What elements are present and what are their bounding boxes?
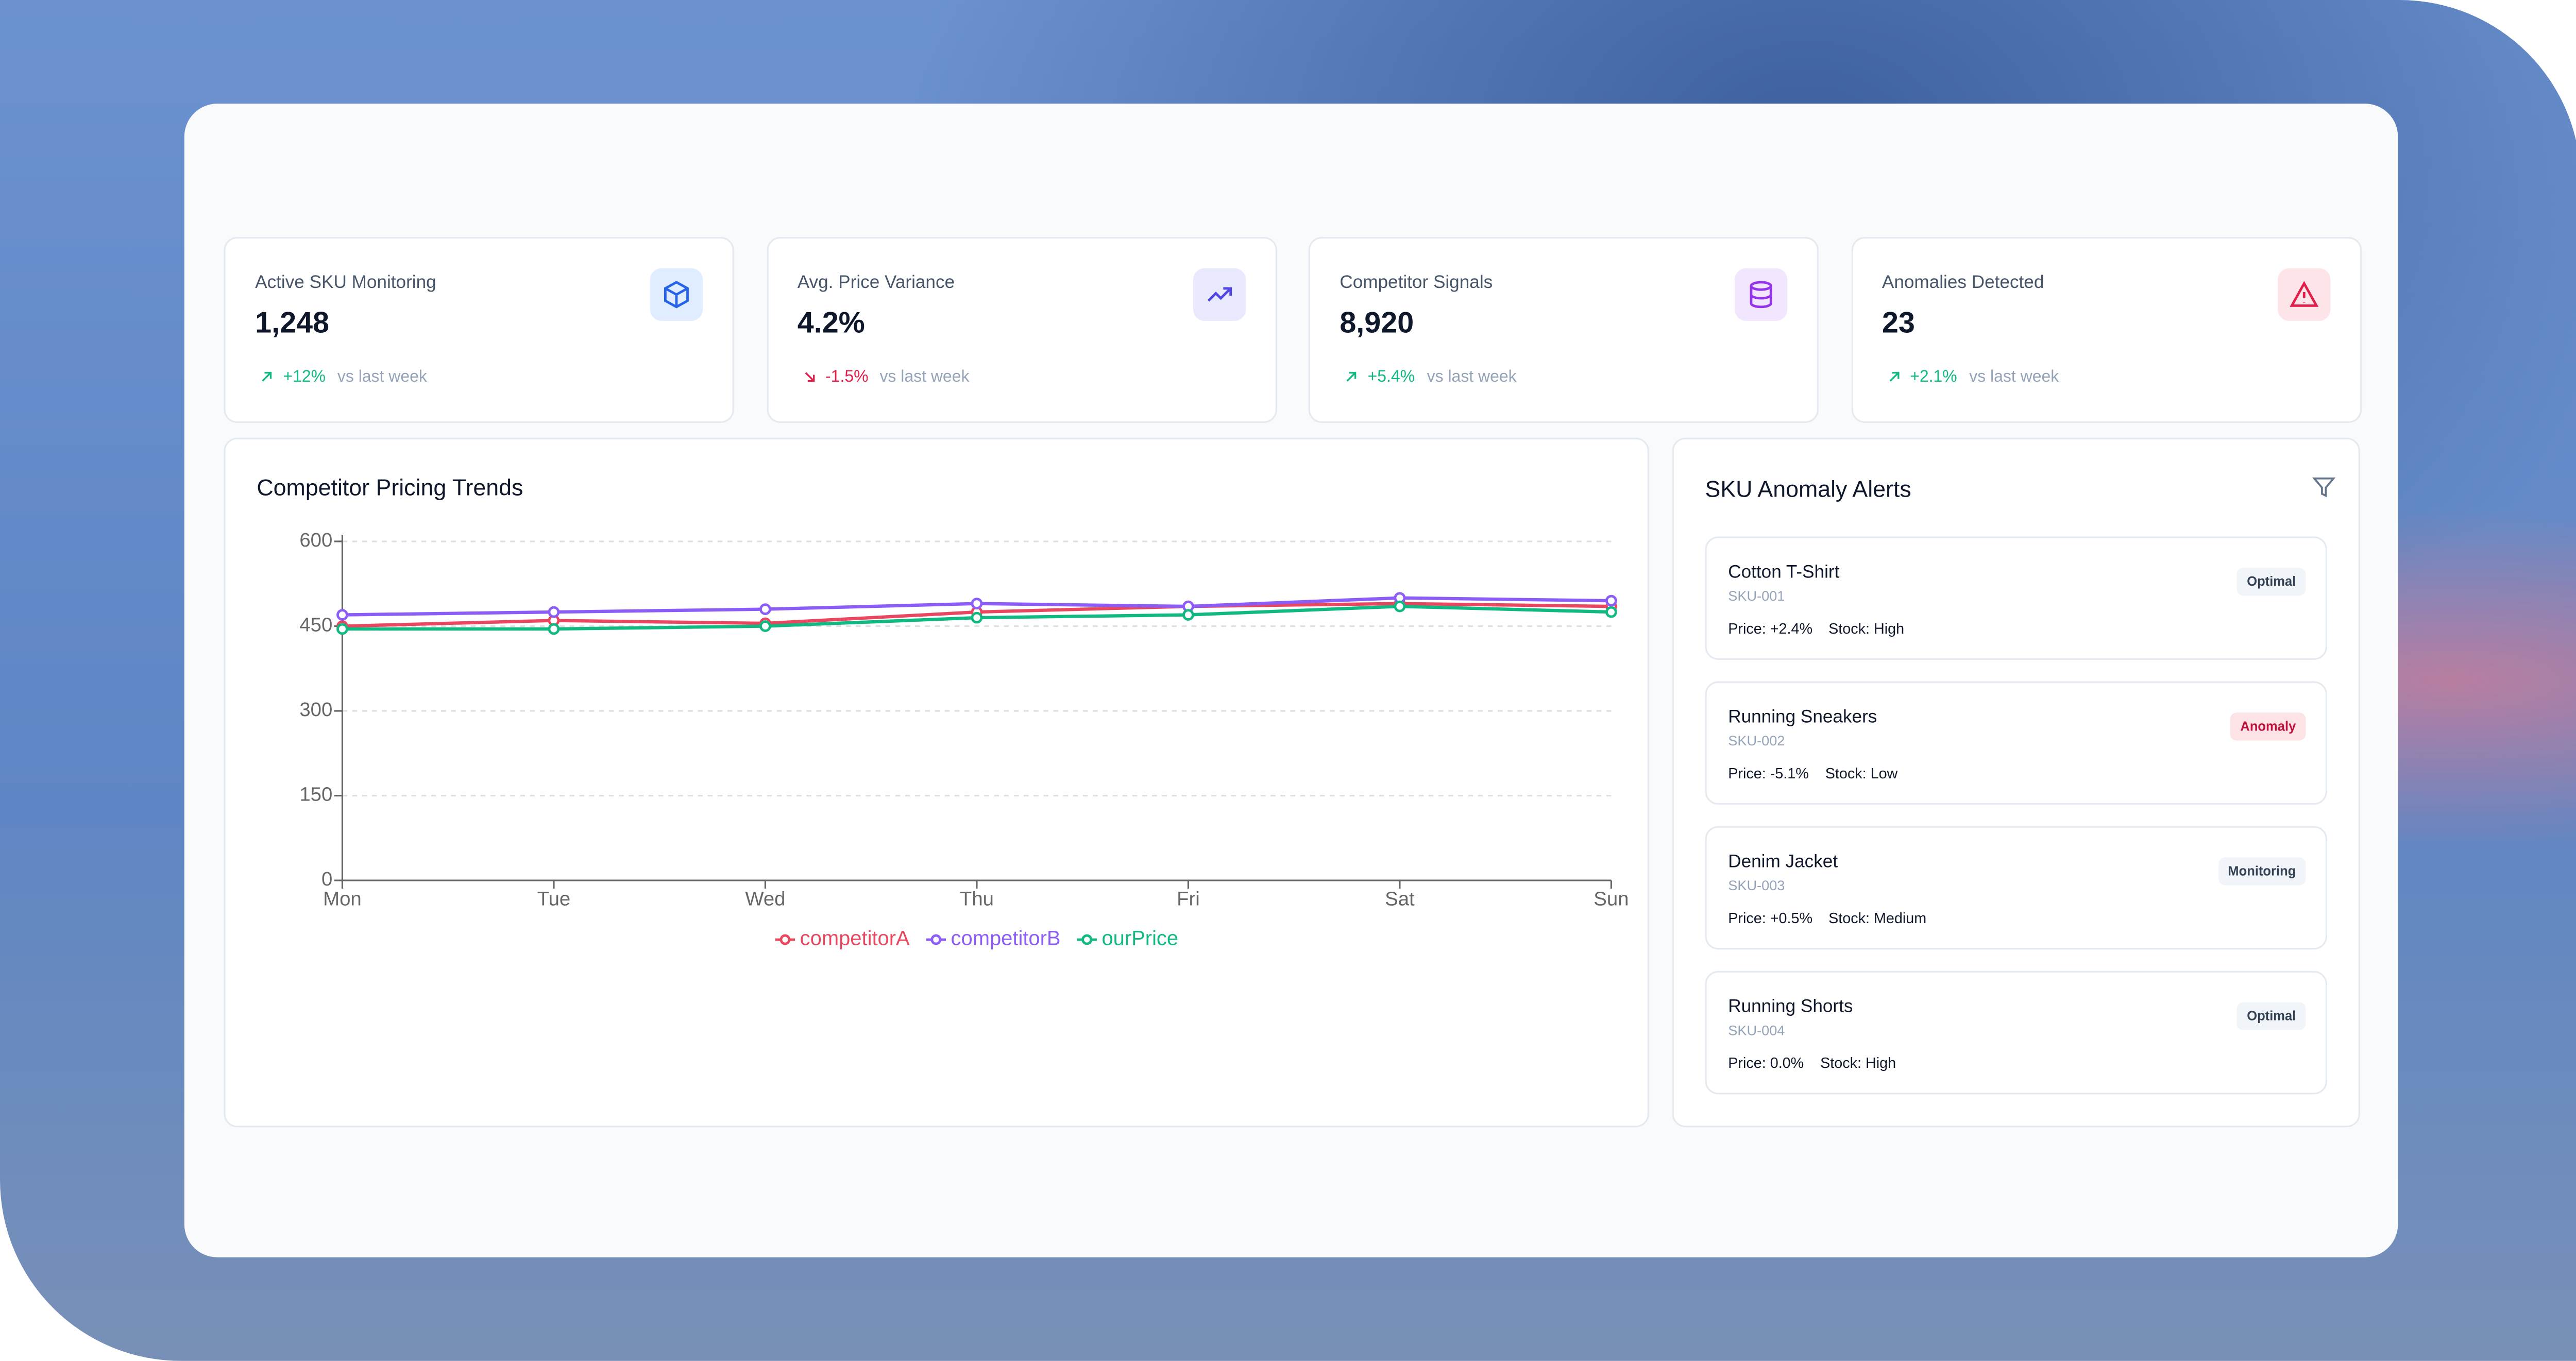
status-badge: Anomaly (2230, 712, 2306, 741)
icon (1207, 287, 1231, 302)
status-badge: Optimal (2237, 1002, 2306, 1030)
icon (1750, 281, 1772, 309)
alert-item[interactable]: Denim Jacket SKU-003 Price: +0.5% Stock: Me… (1705, 826, 2328, 950)
kpi-label: Active SKU Monitoring (255, 273, 436, 293)
kpi-card: Competitor Signals 8,920 +5.4% vs last week (1308, 237, 1819, 423)
alert-sku: SKU-002 (1728, 732, 1785, 749)
legend-label: ourPrice (1101, 927, 1178, 950)
icon (2289, 281, 2318, 307)
kpi-change: +5.4% (1367, 368, 1415, 387)
trend-arrow (1346, 371, 1357, 382)
alert-sku: SKU-004 (1728, 1022, 1785, 1039)
kpi-comparison: vs last week (879, 368, 970, 387)
point (971, 611, 983, 624)
point (759, 603, 771, 615)
kpi-change: +12% (283, 368, 326, 387)
alert-name: Cotton T-Shirt (1728, 563, 1840, 583)
point (1182, 609, 1194, 621)
kpi-icon (1192, 268, 1245, 321)
chart-title: Competitor Pricing Trends (257, 474, 523, 501)
alert-price: Price: -5.1% (1728, 765, 1809, 782)
x-tick-label: Mon (323, 888, 362, 910)
alert-price: Price: +2.4% (1728, 620, 1813, 637)
alert-stock: Stock: High (1820, 1054, 1896, 1071)
alert-item[interactable]: Running Shorts SKU-004 Price: 0.0% Stock: H… (1705, 971, 2328, 1095)
kpi-label: Avg. Price Variance (797, 273, 955, 293)
point (548, 606, 560, 618)
alerts-title: SKU Anomaly Alerts (1705, 475, 1911, 502)
alert-stock: Stock: High (1828, 620, 1905, 637)
point (336, 609, 348, 621)
alert-sku: SKU-001 (1728, 587, 1785, 604)
x-tick-label: Fri (1177, 888, 1200, 910)
x-tick-label: Sat (1385, 888, 1415, 910)
trend-arrow (262, 371, 272, 382)
chart-panel: Competitor Pricing Trends 0 150 300 450 600 M… (224, 437, 1649, 1128)
legend-label: competitorA (800, 927, 910, 950)
filter-icon[interactable] (2312, 475, 2335, 499)
legend-swatch-point (930, 934, 942, 945)
kpi-value: 8,920 (1340, 306, 1414, 339)
kpi-comparison: vs last week (1427, 368, 1517, 387)
trend-arrow (804, 372, 814, 382)
y-tick-label: 0 (321, 868, 332, 890)
alert-item[interactable]: Cotton T-Shirt SKU-001 Price: +2.4% Stock: … (1705, 536, 2328, 660)
kpi-value: 1,248 (255, 306, 330, 339)
kpi-icon (650, 268, 703, 321)
y-tick-label: 150 (299, 784, 332, 806)
kpi-card: Active SKU Monitoring 1,248 +12% vs last we… (224, 237, 734, 423)
kpi-card: Anomalies Detected 23 +2.1% vs last week (1851, 237, 2361, 423)
alert-name: Running Sneakers (1728, 707, 1877, 727)
status-badge: Optimal (2237, 568, 2306, 596)
trend-arrow (1889, 371, 1899, 382)
point (1605, 594, 1617, 607)
kpi-comparison: vs last week (1969, 368, 2059, 387)
kpi-comparison: vs last week (337, 368, 427, 387)
point (1394, 600, 1406, 613)
alert-price: Price: +0.5% (1728, 910, 1813, 927)
icon (664, 281, 689, 309)
alert-sku: SKU-003 (1728, 877, 1785, 894)
x-tick-label: Wed (745, 888, 785, 910)
alert-item[interactable]: Running Sneakers SKU-002 Price: -5.1% Stock… (1705, 681, 2328, 805)
kpi-icon (1735, 268, 1788, 321)
status-badge: Monitoring (2218, 857, 2306, 886)
y-tick-label: 600 (299, 529, 332, 551)
kpi-icon (2277, 268, 2330, 321)
alert-price: Price: 0.0% (1728, 1054, 1804, 1071)
kpi-card: Avg. Price Variance 4.2% -1.5% vs last week (766, 237, 1277, 423)
legend-label: competitorB (951, 927, 1061, 950)
legend-swatch-point (779, 934, 791, 945)
y-tick-label: 450 (299, 614, 332, 636)
x-tick-label: Tue (537, 888, 571, 910)
alerts-panel: SKU Anomaly Alerts Cotton T-Shirt SKU-001… (1672, 437, 2360, 1128)
kpi-label: Competitor Signals (1340, 273, 1493, 293)
legend: competitorA competitorB ourPrice (775, 927, 1178, 950)
point (1605, 606, 1617, 618)
point (759, 620, 771, 632)
kpi-change: -1.5% (825, 368, 869, 387)
kpi-label: Anomalies Detected (1882, 273, 2044, 293)
y-tick-label: 300 (299, 699, 332, 721)
point (971, 598, 983, 609)
legend-swatch-point (1081, 934, 1093, 945)
kpi-value: 4.2% (797, 306, 865, 339)
point (548, 623, 560, 635)
point (336, 623, 348, 635)
x-tick-label: Thu (960, 888, 994, 910)
kpi-change: +2.1% (1910, 368, 1957, 387)
kpi-value: 23 (1882, 306, 1915, 339)
alert-stock: Stock: Medium (1828, 910, 1927, 927)
x-tick-label: Sun (1594, 888, 1629, 910)
chart: 0 150 300 450 600 Mon Tue Wed Thu Fri Sat Sun compet… (299, 529, 1629, 950)
alert-name: Denim Jacket (1728, 852, 1838, 873)
alert-stock: Stock: Low (1825, 765, 1898, 782)
alert-name: Running Shorts (1728, 997, 1853, 1017)
